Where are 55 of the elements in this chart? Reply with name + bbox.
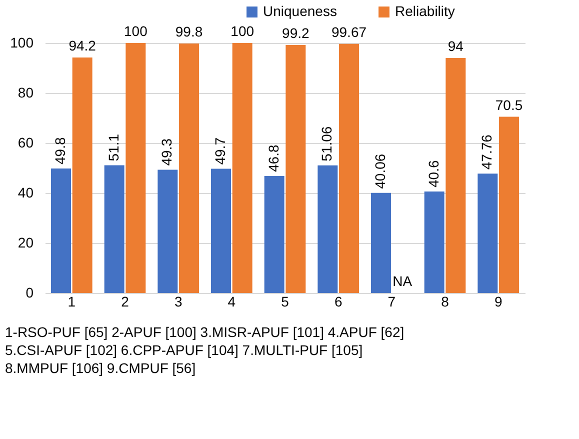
y-tick-label: 60 [18, 134, 34, 150]
legend-label: Uniqueness [263, 3, 337, 19]
data-label: 94.2 [68, 38, 96, 54]
bar [478, 174, 498, 293]
bar [104, 165, 124, 293]
x-tick-label: 8 [441, 294, 450, 310]
x-tick-label: 6 [334, 294, 342, 310]
data-label: 51.06 [318, 126, 335, 162]
y-tick-label: 100 [10, 34, 34, 50]
x-tick-label: 5 [281, 294, 290, 310]
data-label: 49.8 [52, 137, 68, 164]
text: 8.MMPUF [106] 9.CMPUF [56] [5, 360, 196, 376]
data-label: 99.8 [175, 24, 203, 40]
data-label: 49.3 [158, 138, 175, 166]
data-label: 51.1 [105, 134, 122, 162]
x-tick-label: 9 [494, 294, 502, 310]
data-label: 100 [230, 23, 254, 39]
bar [211, 168, 231, 293]
bar [339, 44, 359, 293]
data-label: 40.6 [425, 160, 442, 188]
y-tick-label: 0 [26, 284, 34, 300]
text: 1-RSO-PUF [65] 2-APUF [100] 3.MISR-APUF [101] 4.APUF [62] [5, 324, 404, 340]
text: NA [392, 273, 412, 289]
x-tick-label: 4 [228, 294, 236, 310]
text: 5.CSI-APUF [102] 6.CPP-APUF [104] 7.MULTI-PUF [105] [5, 342, 363, 358]
y-tick-label: 40 [18, 184, 34, 200]
x-tick-label: 1 [68, 294, 76, 310]
bar [424, 192, 444, 293]
legend-label: Reliability [395, 3, 455, 19]
x-tick-label: 3 [174, 294, 182, 310]
data-label: 46.8 [265, 144, 282, 172]
bar [318, 165, 338, 293]
y-tick-label: 80 [18, 84, 34, 100]
data-label: 100 [124, 23, 148, 39]
bar [158, 170, 178, 293]
data-label: 47.76 [478, 134, 495, 170]
data-label: 49.7 [212, 137, 228, 165]
data-label: 94 [448, 38, 464, 54]
bar [286, 45, 306, 293]
bar [446, 58, 466, 293]
data-label: 99.67 [331, 24, 367, 40]
x-tick-label: 2 [121, 294, 130, 310]
bar [72, 58, 92, 293]
bar [264, 176, 284, 293]
data-label: 70.5 [495, 96, 523, 113]
bar [499, 116, 519, 293]
bar [232, 43, 252, 293]
bar [126, 43, 146, 293]
data-label: 99.2 [282, 25, 310, 41]
data-label: 40.06 [372, 154, 388, 189]
y-tick-label: 20 [18, 234, 34, 250]
bar [51, 168, 71, 293]
bar [179, 44, 199, 293]
x-tick-label: 7 [388, 294, 396, 310]
bar [371, 192, 391, 293]
